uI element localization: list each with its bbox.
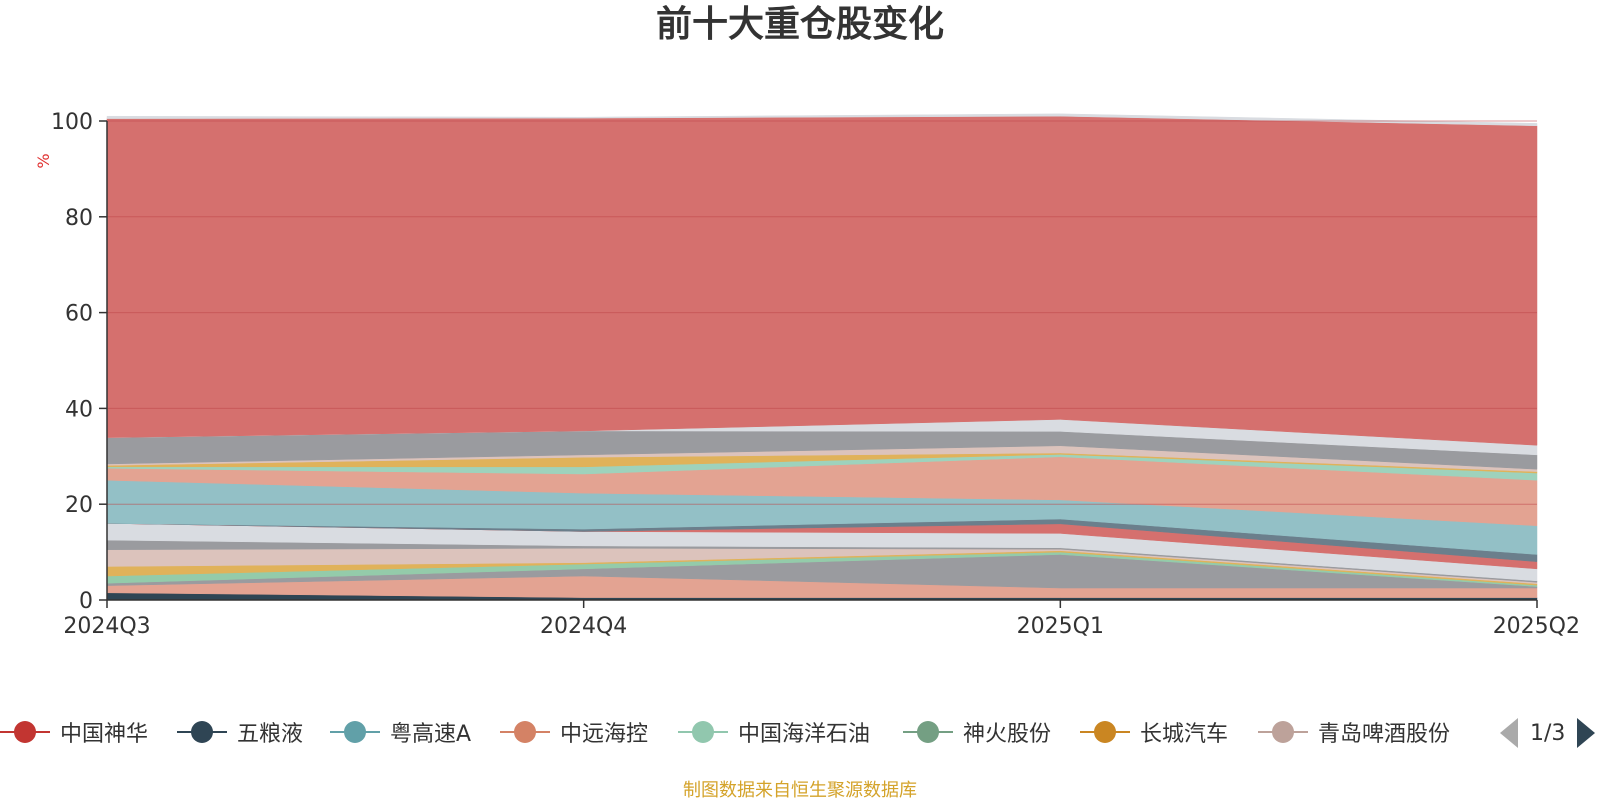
legend-pager: 1/3 bbox=[1500, 716, 1596, 750]
legend-item[interactable]: 长城汽车 bbox=[1080, 712, 1228, 752]
legend-item[interactable]: 粤高速A bbox=[330, 712, 471, 752]
legend-item[interactable]: 中国海洋石油 bbox=[678, 712, 870, 752]
source-note: 制图数据来自恒生聚源数据库 bbox=[683, 780, 917, 801]
legend-label: 中国海洋石油 bbox=[738, 722, 871, 747]
legend-item[interactable]: 青岛啤酒股份 bbox=[1258, 712, 1450, 752]
legend-item[interactable]: 五粮液 bbox=[177, 712, 303, 752]
legend-label: 中远海控 bbox=[560, 722, 649, 747]
y-tick-label: 80 bbox=[65, 206, 93, 231]
y-tick-label: 60 bbox=[65, 302, 93, 327]
legend-label: 长城汽车 bbox=[1140, 722, 1229, 747]
x-tick-label: 2025Q1 bbox=[1017, 614, 1104, 639]
legend-marker-icon bbox=[0, 712, 50, 752]
legend-label: 中国神华 bbox=[60, 722, 149, 747]
legend-marker-icon bbox=[1080, 712, 1130, 752]
chart-title: 前十大重仓股变化 bbox=[655, 4, 944, 45]
stacked-areas bbox=[106, 113, 1538, 601]
y-axis-unit-label: % bbox=[34, 153, 53, 168]
y-tick-label: 40 bbox=[65, 397, 93, 422]
legend-marker-icon bbox=[903, 712, 953, 752]
y-tick-label: 100 bbox=[51, 110, 93, 135]
legend-item[interactable]: 中远海控 bbox=[500, 712, 648, 752]
pager-previous-icon[interactable] bbox=[1500, 718, 1518, 748]
area-series-17 bbox=[106, 115, 1538, 446]
chart-area: % 0 20 40 60 80 100 2024Q3 2024Q4 2025Q1 2025Q2 bbox=[34, 110, 1580, 639]
legend-label: 五粮液 bbox=[237, 722, 304, 747]
x-tick-label: 2024Q3 bbox=[63, 614, 150, 639]
legend-marker-icon bbox=[330, 712, 380, 752]
legend: 中国神华 五粮液 粤高速A 中远海控 中国海洋石油 神火股份 长城汽车 青岛啤酒股份 bbox=[0, 712, 1600, 752]
gridlines bbox=[107, 120, 1537, 505]
legend-marker-icon bbox=[500, 712, 550, 752]
legend-marker-icon bbox=[678, 712, 728, 752]
legend-marker-icon bbox=[177, 712, 227, 752]
legend-label: 青岛啤酒股份 bbox=[1318, 722, 1451, 747]
y-tick-label: 0 bbox=[79, 589, 93, 614]
x-tick-label: 2025Q2 bbox=[1493, 614, 1580, 639]
axes: 0 20 40 60 80 100 2024Q3 2024Q4 2025Q1 2025Q2 bbox=[51, 110, 1580, 639]
legend-item[interactable]: 中国神华 bbox=[0, 712, 148, 752]
x-tick-label: 2024Q4 bbox=[540, 614, 627, 639]
y-tick-label: 20 bbox=[65, 493, 93, 518]
area-series-18 bbox=[106, 113, 1538, 127]
legend-label: 粤高速A bbox=[390, 722, 472, 747]
legend-item[interactable]: 神火股份 bbox=[903, 712, 1051, 752]
legend-label: 神火股份 bbox=[963, 722, 1052, 747]
legend-marker-icon bbox=[1258, 712, 1308, 752]
pager-next-icon[interactable] bbox=[1577, 718, 1596, 748]
pager-label: 1/3 bbox=[1530, 720, 1566, 746]
